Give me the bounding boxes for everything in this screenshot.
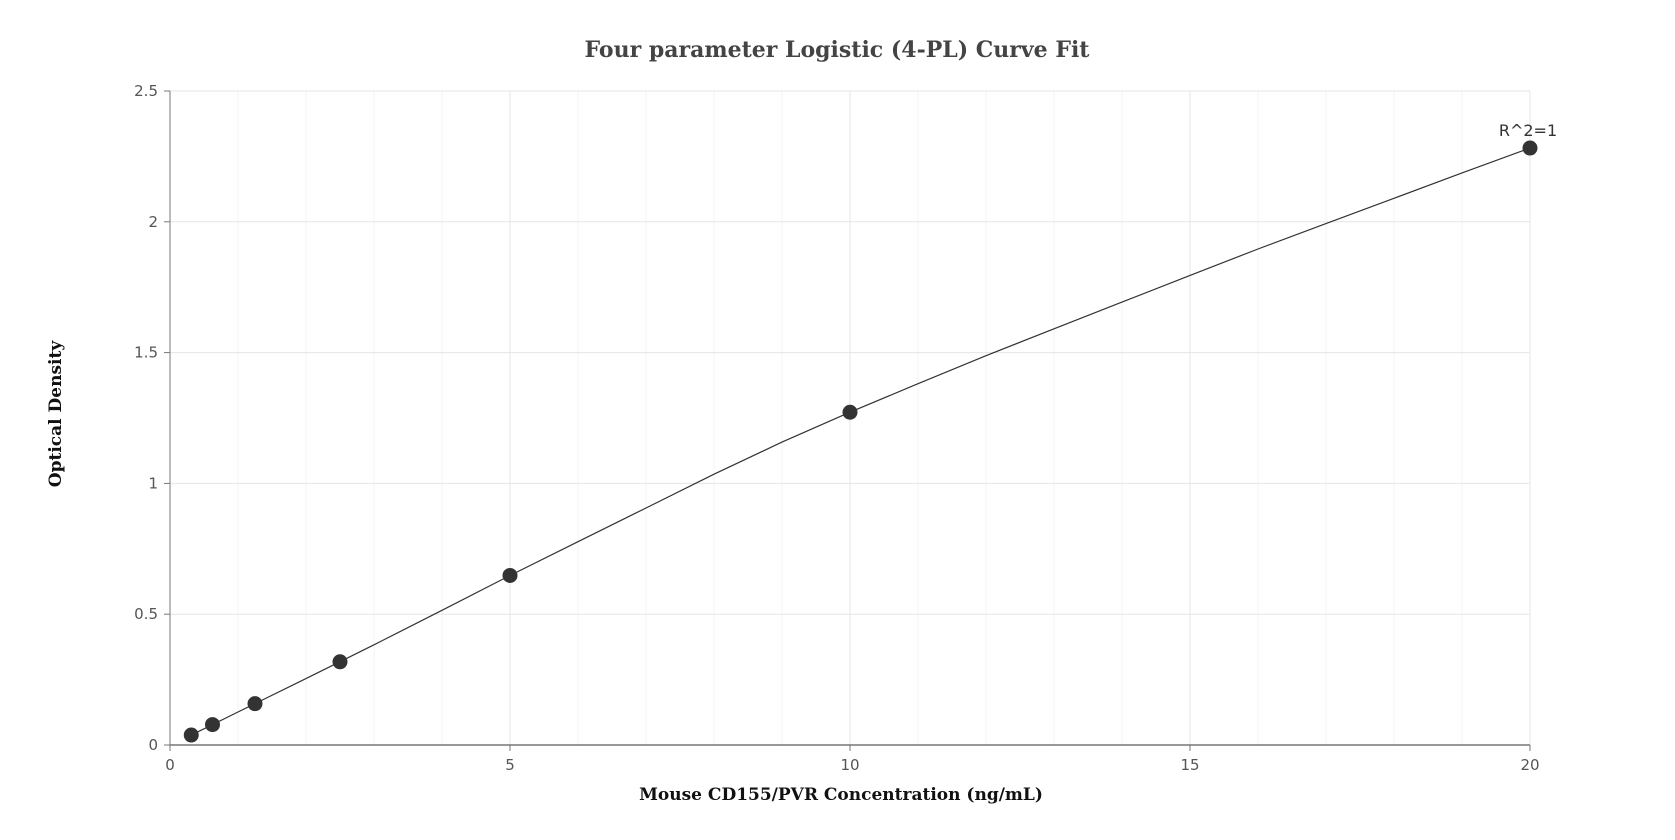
y-tick-label: 0.5 (134, 605, 158, 623)
fit-curve-layer (191, 147, 1531, 736)
data-point (332, 654, 348, 670)
y-tick-label: 0 (148, 736, 158, 754)
fit-curve-line (191, 147, 1531, 736)
r-squared-label: R^2=1 (1499, 121, 1557, 140)
y-tick-label: 2.5 (134, 82, 158, 100)
chart-title: Four parameter Logistic (4-PL) Curve Fit (585, 37, 1091, 63)
data-point (502, 567, 518, 583)
data-point (183, 727, 199, 743)
data-point (842, 404, 858, 420)
y-tick-label: 2 (148, 213, 158, 231)
x-tick-label: 10 (840, 756, 859, 774)
data-points-layer (183, 140, 1538, 743)
x-tick-label: 15 (1180, 756, 1199, 774)
x-tick-label: 0 (165, 756, 175, 774)
data-point (205, 717, 220, 733)
data-point (247, 696, 263, 712)
x-axis-title: Mouse CD155/PVR Concentration (ng/mL) (639, 785, 1043, 805)
y-axis-title: Optical Density (46, 340, 66, 488)
y-tick-label: 1.5 (134, 344, 158, 362)
tick-labels: 0 5 10 15 20 0 0.5 1 1.5 2 2.5 (134, 82, 1539, 774)
annotations: R^2=1 (1499, 121, 1557, 140)
data-point (1522, 140, 1538, 156)
x-tick-label: 20 (1520, 756, 1539, 774)
x-tick-label: 5 (505, 756, 515, 774)
y-tick-label: 1 (148, 474, 158, 492)
